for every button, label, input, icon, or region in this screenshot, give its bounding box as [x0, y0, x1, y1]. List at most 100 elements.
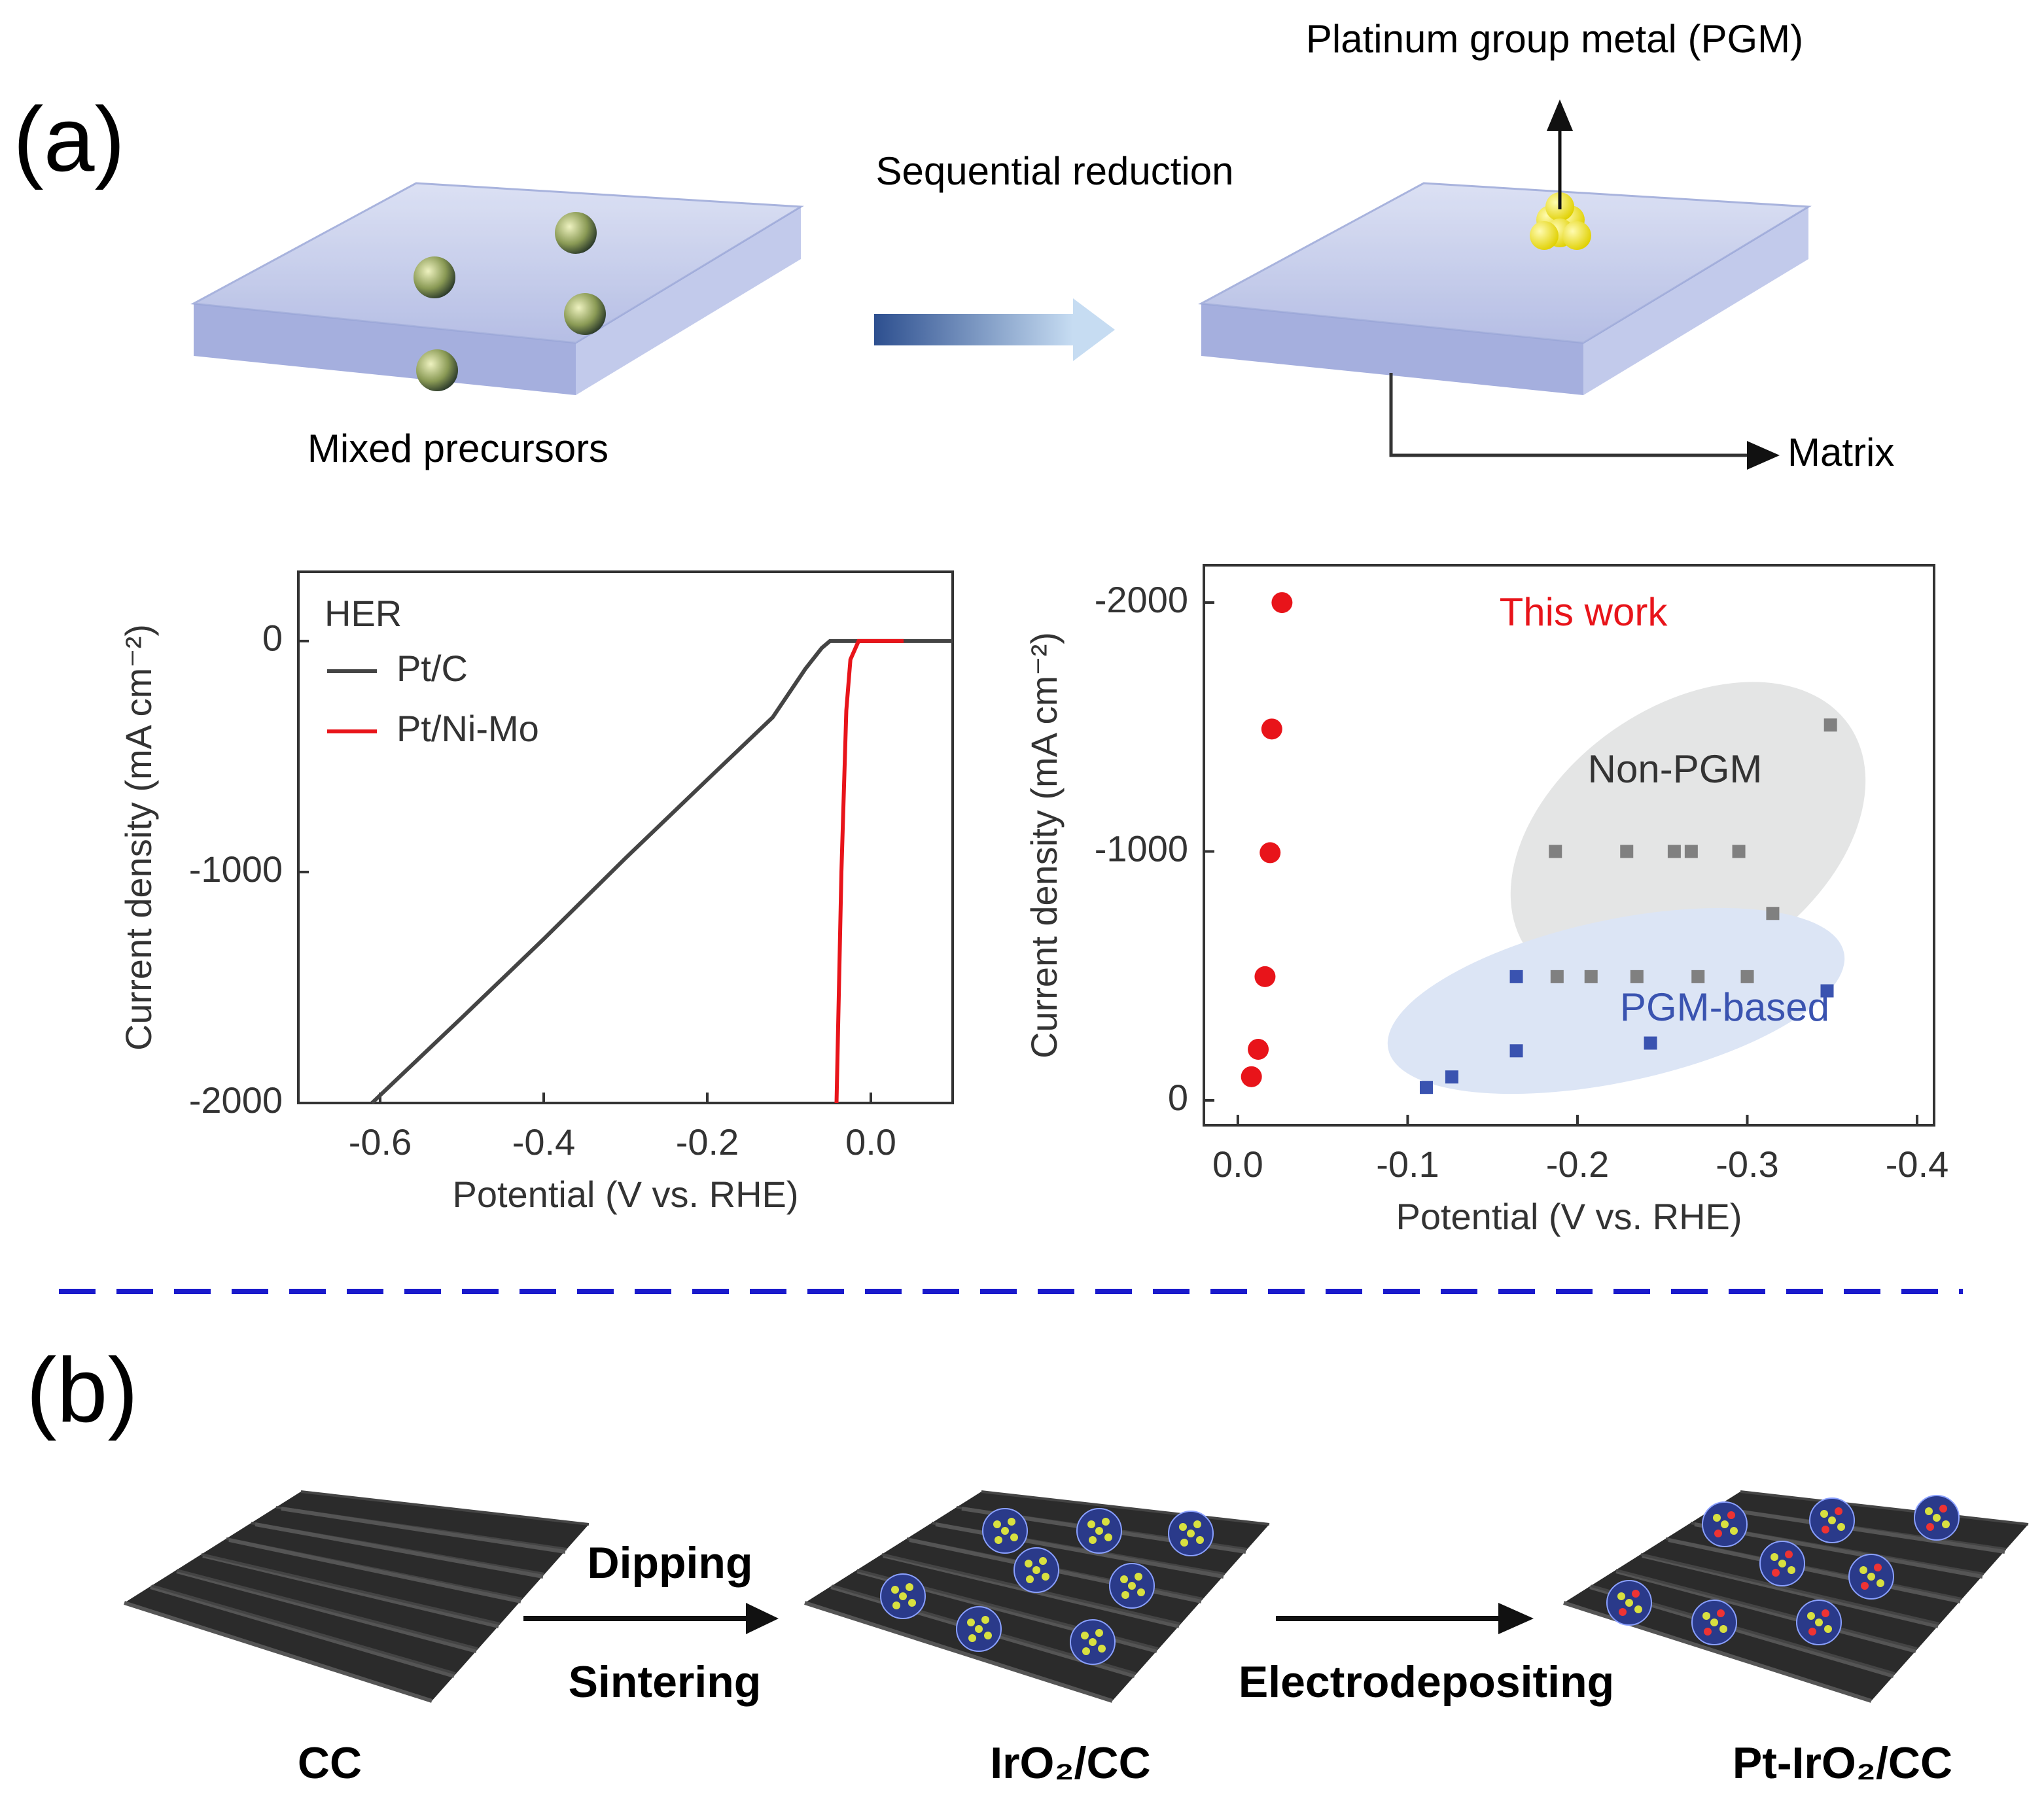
- atom: [1717, 1609, 1725, 1617]
- arrow-head: [1547, 99, 1573, 131]
- pgm-label: Platinum group metal (PGM): [1306, 17, 1803, 61]
- atom: [1001, 1527, 1009, 1535]
- line: [370, 639, 953, 1105]
- atom: [1719, 1625, 1727, 1633]
- precursor-sphere: [555, 212, 597, 254]
- step-label: Dipping: [587, 1538, 752, 1588]
- atom: [1196, 1536, 1204, 1544]
- atom: [1925, 1507, 1933, 1515]
- point: [1824, 718, 1837, 732]
- step-label: Sintering: [569, 1657, 762, 1707]
- x-tick-label: -0.1: [1376, 1144, 1439, 1185]
- x-axis-label: Potential (V vs. RHE): [1396, 1196, 1742, 1237]
- process-arrow-head: [1073, 298, 1115, 361]
- stage-label: CC: [298, 1738, 362, 1788]
- cloth-fiber: [255, 1522, 544, 1579]
- atom: [1625, 1599, 1633, 1607]
- slab-side: [1583, 207, 1808, 395]
- atom: [1942, 1520, 1950, 1528]
- atom: [1120, 1575, 1128, 1583]
- atom: [1102, 1518, 1110, 1526]
- carbon-cloth: [124, 1492, 589, 1701]
- slab-side: [576, 207, 801, 395]
- atom: [1808, 1628, 1816, 1636]
- atom: [1867, 1573, 1875, 1581]
- atom: [968, 1634, 976, 1642]
- point: [1419, 1081, 1433, 1094]
- atom: [1704, 1628, 1712, 1636]
- legend-title: HER: [325, 593, 402, 634]
- point: [1630, 970, 1644, 983]
- series-label: This work: [1500, 590, 1668, 634]
- atom: [908, 1599, 916, 1607]
- atom: [1710, 1619, 1718, 1626]
- cloth-fiber: [1615, 1569, 1918, 1650]
- cloth-fiber: [228, 1538, 521, 1603]
- atom: [1121, 1591, 1129, 1599]
- atom: [1822, 1526, 1829, 1533]
- cloth-fiber: [176, 1569, 477, 1653]
- atom: [995, 1536, 1002, 1544]
- atom: [1010, 1533, 1018, 1541]
- arrow-head: [1498, 1603, 1534, 1634]
- atom: [1619, 1608, 1627, 1616]
- y-tick-label: 0: [262, 618, 283, 659]
- y-tick-label: -2000: [189, 1079, 283, 1121]
- atom: [1727, 1511, 1735, 1519]
- cloth-fiber: [201, 1553, 501, 1625]
- cloth-fiber: [176, 1569, 478, 1650]
- atom: [1082, 1647, 1090, 1655]
- y-tick-label: 0: [1168, 1077, 1188, 1118]
- atom: [1820, 1510, 1828, 1518]
- atom: [1713, 1514, 1721, 1522]
- x-tick-label: 0.0: [1212, 1144, 1263, 1185]
- atom: [1128, 1582, 1136, 1590]
- x-tick-label: -0.4: [512, 1121, 576, 1163]
- atom: [1137, 1588, 1145, 1596]
- start-label: Mixed precursors: [308, 427, 608, 470]
- atom: [1926, 1523, 1934, 1531]
- slab-side: [1201, 304, 1583, 395]
- cloth-fiber: [1615, 1569, 1916, 1653]
- point: [1584, 970, 1598, 983]
- atom: [1634, 1605, 1642, 1613]
- atom: [975, 1625, 983, 1633]
- point: [1620, 845, 1634, 858]
- point: [1241, 1066, 1262, 1087]
- step-label: Sequential reduction: [875, 149, 1233, 193]
- atom: [906, 1583, 913, 1591]
- pgm-cluster: [1530, 221, 1559, 250]
- atom: [1939, 1505, 1947, 1513]
- atom: [967, 1619, 975, 1626]
- atom: [1778, 1560, 1786, 1567]
- atom: [1087, 1520, 1095, 1528]
- x-tick-label: -0.6: [349, 1121, 412, 1163]
- atom: [1081, 1632, 1089, 1639]
- atom: [984, 1632, 992, 1639]
- y-axis-label: Current density (mA cm⁻²): [1023, 632, 1065, 1059]
- atom: [892, 1602, 900, 1609]
- region: [1387, 907, 1845, 1094]
- atom: [1771, 1553, 1778, 1561]
- point: [1509, 970, 1523, 983]
- stage-label: Pt-IrO₂/CC: [1733, 1738, 1952, 1788]
- atom: [1815, 1619, 1823, 1626]
- atom: [1135, 1573, 1142, 1581]
- atom: [1617, 1592, 1625, 1600]
- point: [1550, 970, 1564, 983]
- atom: [1785, 1550, 1793, 1558]
- cloth-fiber: [150, 1585, 455, 1678]
- atom: [1008, 1518, 1015, 1526]
- precursor-sphere: [416, 349, 458, 391]
- point: [1261, 718, 1282, 740]
- y-tick-label: -1000: [189, 849, 283, 890]
- matrix-label: Matrix: [1788, 430, 1894, 474]
- point: [1509, 1044, 1523, 1058]
- point: [1254, 966, 1276, 987]
- cloth-fiber: [1720, 1507, 2005, 1554]
- point: [1549, 845, 1562, 858]
- atom: [1807, 1612, 1815, 1620]
- point: [1732, 845, 1746, 858]
- arrow-line: [1389, 373, 1753, 457]
- plot-frame: [1203, 564, 1935, 1127]
